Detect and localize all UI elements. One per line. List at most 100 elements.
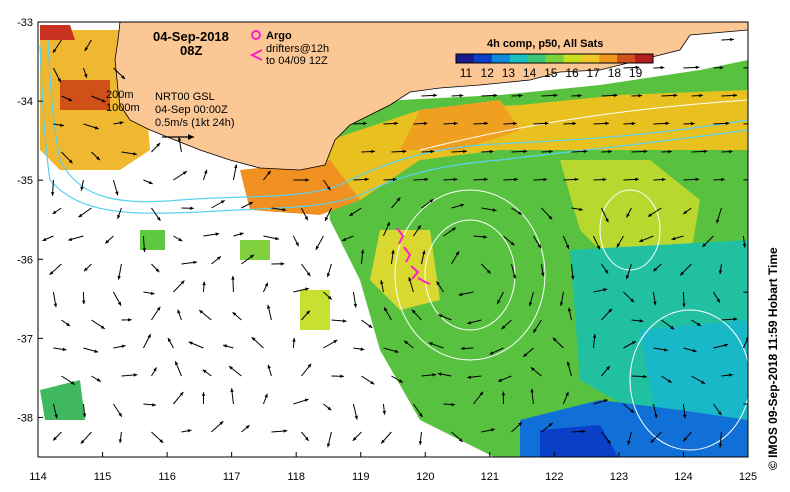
- current-vector-head: [607, 439, 611, 444]
- current-vector-head: [683, 437, 687, 442]
- current-vector-head: [396, 197, 401, 202]
- contour-1000m-label: 1000m: [106, 102, 140, 114]
- current-vector-head: [153, 367, 157, 372]
- scale-arrow: [162, 134, 194, 140]
- current-vector-head: [451, 402, 455, 407]
- current-vector-head: [690, 121, 695, 126]
- current-vector-head: [755, 213, 759, 217]
- current-vector-head: [631, 121, 636, 126]
- x-tick-label: 122: [545, 471, 563, 483]
- current-vector-shaft: [751, 151, 767, 152]
- current-vector-head: [201, 392, 206, 396]
- current-vector-head: [204, 169, 208, 174]
- current-vector-shaft: [751, 264, 763, 275]
- current-vector-head: [730, 37, 734, 42]
- current-vector-head: [267, 304, 271, 309]
- current-vector-head: [249, 201, 254, 206]
- current-vector-head: [570, 275, 575, 280]
- current-vector-head: [121, 344, 126, 348]
- x-tick-label: 114: [29, 471, 47, 483]
- current-vector-head: [96, 156, 100, 161]
- current-vector-head: [716, 219, 720, 224]
- current-vector-head: [653, 301, 657, 306]
- current-vector-head: [119, 121, 124, 125]
- current-vector-shaft: [743, 67, 748, 69]
- current-vector-head: [492, 208, 497, 212]
- current-vector-head: [150, 291, 155, 296]
- colorbar-tick-label: 15: [544, 66, 558, 80]
- current-vector-head: [483, 235, 488, 239]
- colorbar-segment: [563, 54, 582, 63]
- y-tick-label: -36: [17, 254, 33, 266]
- current-vector-head: [264, 393, 268, 398]
- current-vector-head: [514, 177, 518, 182]
- current-vector-head: [57, 78, 61, 83]
- y-tick-label: -37: [17, 333, 33, 345]
- current-vector-head: [305, 436, 309, 441]
- drifters-to-label: to 04/09 12Z: [266, 55, 328, 67]
- current-vector-shaft: [743, 291, 748, 294]
- current-vector-head: [460, 346, 465, 351]
- current-vector-head: [382, 410, 386, 415]
- current-vector-head: [654, 414, 658, 418]
- current-vector-head: [530, 367, 535, 372]
- current-vector-shaft: [743, 179, 748, 181]
- current-vector-head: [117, 301, 122, 306]
- current-vector-head: [292, 337, 296, 342]
- current-vector-head: [696, 322, 701, 326]
- current-vector-head: [733, 317, 738, 321]
- colorbar-border: [455, 53, 654, 64]
- current-vector-head: [683, 210, 688, 215]
- x-tick-label: 125: [739, 471, 757, 483]
- currents-source: NRT00 GSL: [155, 91, 215, 103]
- x-tick-label: 117: [223, 471, 241, 483]
- current-vector-head: [418, 441, 423, 445]
- colorbar-tick-label: 19: [629, 66, 643, 80]
- current-vector-head: [523, 149, 528, 154]
- contour-200m: [47, 39, 748, 203]
- current-vector-head: [458, 438, 463, 442]
- current-vector-head: [411, 309, 416, 314]
- current-vector-head: [428, 342, 433, 346]
- current-vector-head: [60, 123, 64, 127]
- current-vector-head: [187, 429, 192, 433]
- current-vector-head: [305, 178, 310, 182]
- current-vector-head: [117, 214, 121, 219]
- current-vector-head: [81, 300, 86, 305]
- current-vector-head: [638, 93, 643, 98]
- y-axis: -33 -34 -35 -36 -37 -38: [17, 17, 43, 424]
- current-vector-head: [156, 306, 161, 311]
- current-vector-head: [417, 225, 421, 230]
- current-vector-head: [486, 269, 491, 274]
- current-vector-head: [682, 303, 686, 308]
- current-vector-head: [455, 251, 459, 256]
- current-vector-head: [295, 242, 299, 247]
- current-vector-head: [453, 121, 458, 126]
- current-vector-head: [699, 93, 703, 98]
- current-vector-head: [352, 436, 357, 441]
- current-vector-head: [756, 436, 760, 440]
- x-tick-label: 123: [610, 471, 628, 483]
- colorbar-segment: [599, 54, 618, 63]
- colorbar-segment: [617, 54, 636, 63]
- colorbar-tick-label: 13: [502, 66, 516, 80]
- current-vector-head: [175, 361, 179, 366]
- drifters-label: drifters@12h: [266, 43, 329, 55]
- current-vector-head: [304, 216, 308, 221]
- current-vector-head: [728, 373, 733, 377]
- colorbar-segment: [581, 54, 600, 63]
- current-vector-head: [327, 406, 332, 411]
- current-vector-head: [606, 366, 610, 370]
- current-vector-head: [703, 149, 708, 154]
- current-vector-head: [759, 271, 763, 275]
- current-vector-shaft: [751, 362, 758, 376]
- current-vector-head: [282, 207, 287, 212]
- current-vector-head: [528, 302, 533, 307]
- current-vector-head: [223, 344, 228, 348]
- y-tick-label: -38: [17, 412, 33, 424]
- current-vector-head: [245, 425, 250, 429]
- current-vector-head: [578, 207, 583, 211]
- current-vector-head: [307, 363, 312, 368]
- x-tick-label: 116: [158, 471, 176, 483]
